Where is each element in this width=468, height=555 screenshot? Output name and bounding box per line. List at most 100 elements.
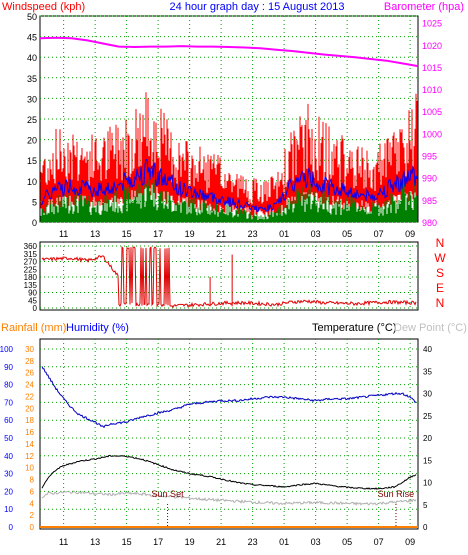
rainfall-tick-label: 2 — [30, 511, 35, 520]
windspeed-tick-label: 40 — [27, 53, 37, 63]
barometer-tick-label: 990 — [422, 174, 437, 184]
compass-label: S — [436, 266, 444, 280]
humidity-tick-label: 90 — [4, 363, 13, 372]
x-tick-label: 07 — [374, 537, 384, 547]
humidity-series — [41, 366, 417, 429]
rainfall-tick-label: 6 — [30, 487, 35, 496]
temperature-tick-label: 40 — [423, 345, 432, 354]
temperature-label: Temperature (°C) — [312, 322, 396, 334]
x-tick-label: 13 — [90, 537, 100, 547]
windspeed-tick-label: 20 — [27, 136, 37, 146]
rainfall-tick-label: 12 — [25, 452, 34, 461]
rainfall-tick-label: 4 — [30, 499, 35, 508]
temperature-tick-label: 10 — [423, 479, 432, 488]
x-tick-label: 13 — [90, 229, 100, 239]
x-tick-label: 23 — [248, 537, 258, 547]
humidity-tick-label: 30 — [4, 470, 13, 479]
rainfall-tick-label: 16 — [25, 428, 34, 437]
temperature-panel-series — [40, 366, 418, 528]
sun-marker-label: Sun Set — [152, 489, 185, 499]
temperature-tick-label: 15 — [423, 456, 432, 465]
rainfall-tick-label: 18 — [25, 416, 34, 425]
windspeed-tick-label: 5 — [32, 197, 37, 207]
temperature-series — [41, 454, 417, 490]
compass-label: N — [436, 296, 445, 310]
humidity-tick-label: 0 — [9, 523, 14, 532]
windspeed-tick-label: 10 — [27, 177, 37, 187]
humidity-tick-label: 10 — [4, 505, 13, 514]
x-tick-label: 09 — [405, 537, 415, 547]
x-tick-label: 17 — [153, 229, 163, 239]
compass-label: E — [436, 281, 444, 295]
rainfall-tick-label: 0 — [30, 523, 35, 532]
x-tick-label: 05 — [342, 229, 352, 239]
sun-marker-label: Sun Rise — [378, 489, 415, 499]
direction-panel-frame — [39, 241, 419, 311]
windspeed-tick-label: 50 — [27, 12, 37, 22]
barometer-title: Barometer (hpa) — [384, 1, 464, 13]
rainfall-tick-label: 26 — [25, 369, 34, 378]
humidity-tick-label: 20 — [4, 487, 13, 496]
humidity-label: Humidity (%) — [66, 322, 129, 334]
x-tick-label: 09 — [405, 229, 415, 239]
rainfall-tick-label: 22 — [25, 392, 34, 401]
temperature-tick-label: 0 — [423, 523, 428, 532]
rainfall-tick-label: 28 — [25, 357, 34, 366]
temperature-axis: 40 35 30 25 20 15 10 5 0 — [423, 345, 432, 532]
direction-tick-label: 225 — [24, 265, 38, 274]
temperature-tick-label: 5 — [423, 501, 428, 510]
rainfall-tick-label: 24 — [25, 381, 34, 390]
barometer-series — [39, 36, 419, 68]
windspeed-title: Windspeed (kph) — [2, 1, 85, 13]
rainfall-tick-label: 20 — [25, 404, 34, 413]
x-tick-label: 19 — [185, 229, 195, 239]
windspeed-tick-label: 45 — [27, 33, 37, 43]
x-tick-label: 17 — [153, 537, 163, 547]
x-axis-labels-top: 11 13 15 17 19 21 23 01 03 05 07 09 — [59, 229, 415, 239]
barometer-tick-label: 980 — [422, 218, 437, 228]
barometer-tick-label: 1005 — [422, 107, 442, 117]
x-tick-label: 15 — [122, 537, 132, 547]
wind-direction-series — [41, 245, 417, 309]
humidity-tick-label: 50 — [4, 434, 13, 443]
x-axis-labels-bottom: 11 13 15 17 19 21 23 01 03 05 07 09 — [59, 537, 415, 547]
x-tick-label: 03 — [311, 229, 321, 239]
temperature-tick-label: 35 — [423, 367, 432, 376]
x-tick-label: 21 — [216, 229, 226, 239]
humidity-tick-label: 70 — [4, 398, 13, 407]
barometer-tick-label: 1015 — [422, 63, 442, 73]
windspeed-tick-label: 15 — [27, 156, 37, 166]
direction-tick-label: 270 — [24, 258, 38, 267]
barometer-tick-label: 1025 — [422, 19, 442, 29]
windspeed-tick-label: 0 — [32, 218, 37, 228]
direction-tick-label: 135 — [24, 281, 38, 290]
compass-label: N — [436, 236, 445, 250]
windspeed-tick-label: 30 — [27, 94, 37, 104]
windspeed-tick-label: 35 — [27, 74, 37, 84]
windspeed-tick-label: 25 — [27, 115, 37, 125]
x-tick-label: 03 — [311, 537, 321, 547]
barometer-tick-label: 1010 — [422, 85, 442, 95]
barometer-tick-label: 995 — [422, 152, 437, 162]
rainfall-tick-label: 14 — [25, 440, 34, 449]
temperature-tick-label: 20 — [423, 434, 432, 443]
direction-tick-label: 0 — [33, 304, 38, 313]
barometer-tick-label: 985 — [422, 196, 437, 206]
x-tick-label: 07 — [374, 229, 384, 239]
direction-tick-label: 315 — [24, 250, 38, 259]
barometer-tick-label: 1020 — [422, 41, 442, 51]
humidity-tick-label: 100 — [0, 345, 14, 354]
x-tick-label: 23 — [248, 229, 258, 239]
temperature-panel-frame — [39, 338, 419, 530]
x-tick-label: 01 — [279, 229, 289, 239]
humidity-tick-label: 80 — [4, 381, 13, 390]
x-tick-label: 01 — [279, 537, 289, 547]
x-tick-label: 11 — [59, 537, 68, 547]
rainfall-tick-label: 8 — [30, 476, 35, 485]
barometer-tick-label: 1000 — [422, 129, 442, 139]
